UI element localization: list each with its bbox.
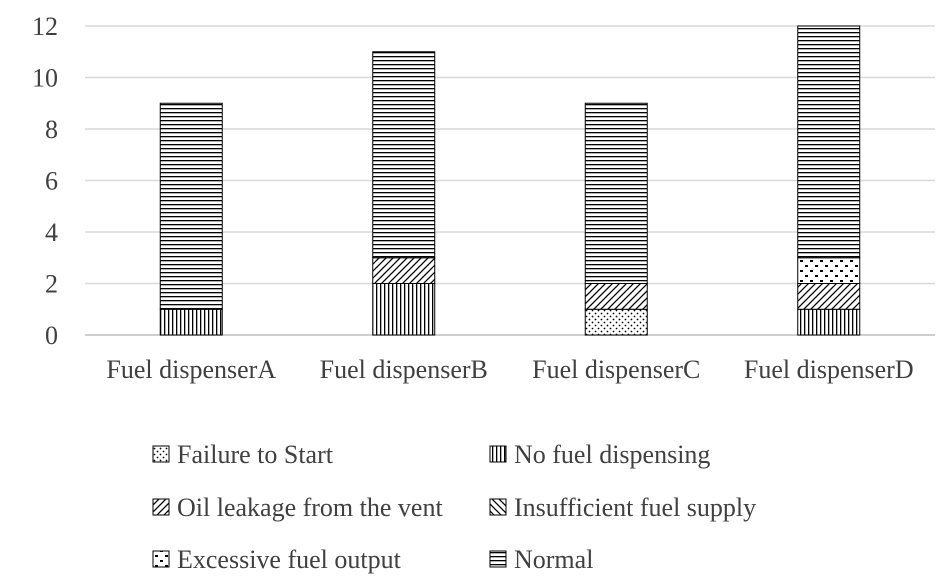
legend-swatch [152, 498, 170, 516]
legend-swatch [152, 445, 170, 463]
bar-segment-oil-leakage-from-the-vent [372, 257, 436, 284]
legend-item: Oil leakage from the vent [152, 493, 443, 522]
legend-label: Normal [514, 545, 593, 574]
gridlines [85, 25, 935, 336]
bar-segment-no-fuel-dispensing [797, 308, 861, 336]
y-tick-label: 0 [45, 321, 58, 350]
y-tick-label: 4 [45, 218, 58, 247]
bar-segment-no-fuel-dispensing [372, 283, 436, 336]
y-tick-label: 2 [45, 270, 58, 299]
legend-item: Insufficient fuel supply [489, 493, 756, 522]
x-tick-label: Fuel dispenserA [106, 355, 276, 384]
bar-segment-normal [372, 51, 436, 259]
y-tick-label: 12 [32, 12, 58, 41]
legend-label: Failure to Start [177, 440, 334, 469]
legend-swatch [489, 550, 507, 568]
bar-segment-normal [797, 25, 861, 259]
bar-segment-normal [584, 102, 648, 284]
legend-item: Failure to Start [152, 440, 334, 469]
legend-item: No fuel dispensing [489, 440, 710, 469]
y-tick-label: 6 [45, 167, 58, 196]
bars [159, 25, 861, 336]
y-tick-label: 8 [45, 115, 58, 144]
x-tick-label: Fuel dispenserC [532, 355, 700, 384]
legend-item: Excessive fuel output [152, 545, 402, 574]
legend-swatch [489, 498, 507, 516]
legend-label: Oil leakage from the vent [177, 493, 443, 522]
bar-segment-normal [159, 102, 223, 310]
y-axis: 0 2 4 6 8 10 12 [32, 12, 58, 350]
bar-segment-oil-leakage-from-the-vent [797, 283, 861, 310]
legend-swatch [489, 445, 507, 463]
legend-label: Excessive fuel output [177, 545, 402, 574]
legend-label: Insufficient fuel supply [514, 493, 756, 522]
y-tick-label: 10 [32, 64, 58, 93]
legend-swatch [152, 550, 170, 568]
bar-segment-oil-leakage-from-the-vent [584, 283, 648, 310]
bar-segment-no-fuel-dispensing [159, 308, 223, 336]
x-tick-label: Fuel dispenserB [320, 355, 488, 384]
legend: Failure to Start No fuel dispensing Oil le… [152, 440, 756, 574]
x-tick-label: Fuel dispenserD [744, 355, 914, 384]
legend-item: Normal [489, 545, 593, 574]
bar-segment-excessive-fuel-output [797, 257, 861, 284]
x-axis: Fuel dispenserA Fuel dispenserB Fuel dispe… [106, 355, 913, 384]
legend-label: No fuel dispensing [514, 440, 710, 469]
bar-segment-failure-to-start [584, 308, 648, 336]
